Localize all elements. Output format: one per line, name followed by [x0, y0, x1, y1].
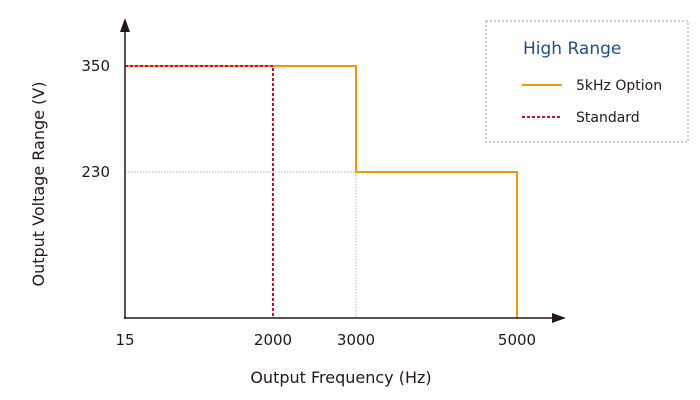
x-tick-label: 15: [115, 331, 134, 349]
y-axis-arrow: [120, 18, 130, 32]
y-tick-label: 230: [81, 163, 110, 181]
axes: [120, 18, 566, 323]
series-group: [125, 65, 518, 318]
legend-label-standard: Standard: [576, 110, 640, 126]
tick-labels: 15 2000 3000 5000 230 350: [81, 57, 536, 349]
y-tick-label: 350: [81, 57, 110, 75]
x-tick-label: 2000: [254, 331, 292, 349]
grid-lines: [125, 171, 357, 318]
legend-label-5khz-option: 5kHz Option: [576, 78, 662, 94]
series-line-5khz-option: [125, 65, 518, 318]
x-axis-label: Output Frequency (Hz): [250, 368, 431, 387]
x-tick-label: 5000: [498, 331, 536, 349]
y-axis-label: Output Voltage Range (V): [29, 82, 48, 287]
x-axis-arrow: [552, 313, 566, 323]
legend: High Range 5kHz Option Standard: [485, 20, 689, 143]
series-line-standard: [125, 65, 274, 318]
legend-box: [485, 20, 689, 143]
x-tick-label: 3000: [337, 331, 375, 349]
legend-title: High Range: [523, 39, 621, 59]
